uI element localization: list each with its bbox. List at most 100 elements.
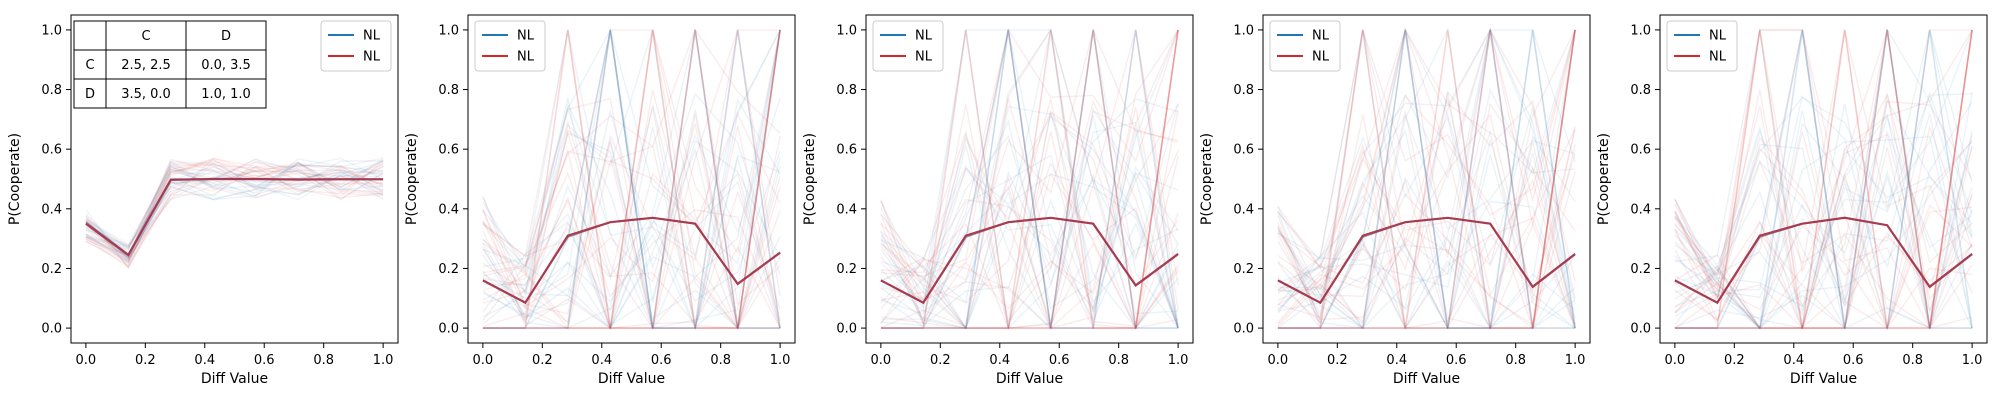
background-line xyxy=(880,27,1179,282)
background-line xyxy=(880,107,1179,330)
background-line xyxy=(1277,29,1576,329)
x-tick-label: 1.0 xyxy=(1962,353,1983,368)
series-lines xyxy=(482,216,781,305)
background-line xyxy=(482,29,781,313)
axes-frame xyxy=(70,14,399,344)
x-tick-label: 0.8 xyxy=(313,353,334,368)
background-line xyxy=(1277,29,1576,329)
background-trajectories xyxy=(482,27,781,331)
background-line xyxy=(482,107,781,329)
table-cell xyxy=(185,49,267,80)
x-tick-label: 0.0 xyxy=(473,353,494,368)
background-line xyxy=(85,161,384,262)
legend-label: NL xyxy=(363,50,381,65)
legend-box xyxy=(1269,20,1341,72)
background-line xyxy=(1277,236,1576,330)
y-tick-label: 0.0 xyxy=(438,322,459,337)
x-tick-label: 0.8 xyxy=(1902,353,1923,368)
background-line xyxy=(482,29,781,302)
table-cell xyxy=(73,78,107,109)
legend-box xyxy=(1666,20,1738,72)
legend-label: NL xyxy=(1709,50,1727,65)
x-tick-label: 0.4 xyxy=(1386,353,1407,368)
background-line xyxy=(880,105,1179,329)
axes-frame xyxy=(1659,14,1988,344)
y-tick-label: 0.2 xyxy=(438,262,459,277)
y-tick-label: 0.0 xyxy=(1630,322,1651,337)
subplot-3: 0.0 0.2 0.4 0.6 0.8 1.0 0.0 0.2 0.4 0.6 0.8 1.0 Diff… xyxy=(802,14,1194,387)
background-line xyxy=(1674,146,1973,330)
background-line xyxy=(1674,29,1973,322)
background-line xyxy=(482,198,781,329)
background-line xyxy=(880,165,1179,329)
table-cell-text: D xyxy=(85,87,95,102)
legend: NL NL xyxy=(1666,20,1738,72)
background-line xyxy=(1674,140,1973,330)
background-line xyxy=(1277,29,1576,330)
background-line xyxy=(482,120,781,329)
y-axis-label: P(Cooperate) xyxy=(404,133,420,225)
series-lines xyxy=(880,216,1179,305)
background-line xyxy=(1674,91,1973,330)
background-line xyxy=(1674,92,1973,331)
y-tick-label: 0.4 xyxy=(41,202,62,217)
background-line xyxy=(482,29,781,329)
background-line xyxy=(482,29,781,329)
background-line xyxy=(1674,29,1973,312)
table-cell xyxy=(73,20,107,51)
y-axis-label: P(Cooperate) xyxy=(802,133,818,225)
background-line xyxy=(85,158,384,258)
table-cell xyxy=(105,78,187,109)
legend: NL NL xyxy=(320,20,392,72)
background-line xyxy=(1674,129,1973,329)
background-line xyxy=(880,167,1179,329)
background-line xyxy=(1277,29,1576,330)
y-tick-label: 0.4 xyxy=(1233,202,1254,217)
background-line xyxy=(1674,29,1973,285)
background-line xyxy=(482,28,781,329)
background-line xyxy=(1277,27,1576,329)
background-line xyxy=(85,158,384,264)
y-tick-label: 0.4 xyxy=(438,202,459,217)
background-line xyxy=(85,159,384,250)
background-line xyxy=(482,127,781,330)
background-line xyxy=(1674,29,1973,329)
background-line xyxy=(1674,89,1973,329)
y-tick-label: 0.6 xyxy=(41,143,62,158)
x-tick-label: 0.2 xyxy=(1327,353,1348,368)
axes-frame xyxy=(865,14,1194,344)
y-tick-label: 0.6 xyxy=(1233,143,1254,158)
legend-label: NL xyxy=(1312,29,1330,44)
background-line xyxy=(1277,130,1576,330)
y-tick-label: 0.6 xyxy=(836,143,857,158)
background-line xyxy=(1674,147,1973,330)
table-cell-text: C xyxy=(141,29,150,44)
background-line xyxy=(1277,27,1576,330)
axes-frame xyxy=(1262,14,1591,344)
background-line xyxy=(482,29,781,330)
x-tick-label: 0.6 xyxy=(1049,353,1070,368)
background-line xyxy=(482,29,781,329)
background-line xyxy=(1277,29,1576,329)
background-line xyxy=(1674,29,1973,329)
x-tick-label: 0.6 xyxy=(254,353,275,368)
table-cell-text: 2.5, 2.5 xyxy=(121,58,171,73)
background-line xyxy=(482,92,781,330)
background-line xyxy=(482,209,781,329)
background-line xyxy=(482,139,781,331)
x-tick-label: 0.0 xyxy=(1665,353,1686,368)
background-line xyxy=(1277,29,1576,319)
background-line xyxy=(85,163,384,248)
x-tick-label: 0.6 xyxy=(651,353,672,368)
x-tick-label: 0.2 xyxy=(532,353,553,368)
legend-label: NL xyxy=(1312,50,1330,65)
y-tick-label: 0.0 xyxy=(41,322,62,337)
subplot-5: 0.0 0.2 0.4 0.6 0.8 1.0 0.0 0.2 0.4 0.6 0.8 1.0 Diff… xyxy=(1596,14,1988,387)
background-line xyxy=(482,115,781,329)
background-line xyxy=(85,161,384,247)
y-tick-label: 0.8 xyxy=(1233,83,1254,98)
subplot-2: 0.0 0.2 0.4 0.6 0.8 1.0 0.0 0.2 0.4 0.6 0.8 1.0 Diff… xyxy=(404,14,796,387)
legend-label: NL xyxy=(915,50,933,65)
background-line xyxy=(880,110,1179,329)
background-line xyxy=(1277,102,1576,329)
